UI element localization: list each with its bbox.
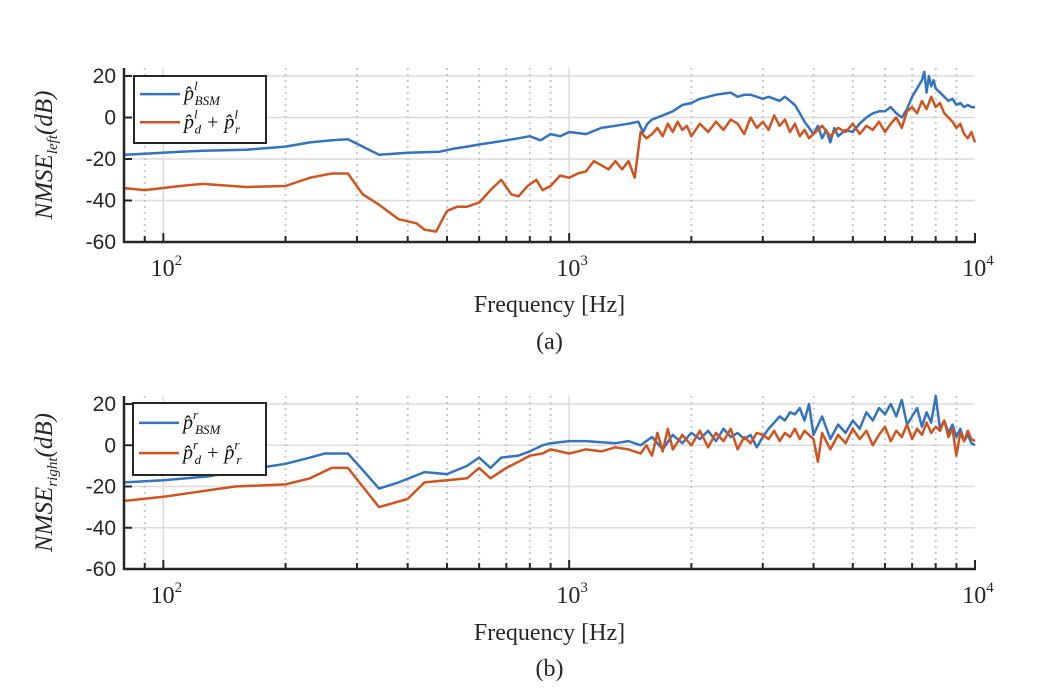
legend-sub: d <box>195 452 202 467</box>
ytick-labels-a: 20 0 -20 -40 -60 <box>86 65 116 254</box>
ylabel-main: NMSE <box>31 154 58 220</box>
xtick-label: 103 <box>556 253 588 282</box>
x-axis-label: Frequency [Hz] <box>474 292 625 318</box>
legend-entry-2: p̂l d + p̂l r <box>182 106 241 136</box>
legend-plus: + <box>207 442 218 464</box>
panel-b: 20 0 -20 -40 -60 102 103 104 Frequency [… <box>31 393 994 682</box>
legend-box <box>133 75 267 144</box>
panel-label: (a) <box>536 329 563 355</box>
xtick-label: 104 <box>962 253 994 282</box>
ylabel-unit: (dB) <box>31 413 58 457</box>
legend-sup: l <box>194 106 198 121</box>
xtick-label: 103 <box>556 580 588 609</box>
legend-entry-2: p̂r d + p̂r r <box>181 437 242 467</box>
legend-sup2: r <box>234 437 240 452</box>
series-line-direct-plus-reverb <box>123 95 977 233</box>
ytick-label: 20 <box>93 393 116 416</box>
legend-sub: BSM <box>195 93 221 108</box>
legend-sup: l <box>194 78 198 93</box>
y-axis-label: NMSEleft(dB) <box>31 91 61 221</box>
series-line-direct-plus-reverb <box>123 419 976 509</box>
xtick-base: 10 <box>556 256 580 282</box>
legend-main2: p̂ <box>222 111 234 133</box>
legend-b: p̂r BSM p̂r d + p̂r r <box>132 402 267 476</box>
ytick-label: -20 <box>86 476 116 499</box>
legend-sub: BSM <box>195 422 221 437</box>
legend-a: p̂l BSM p̂l d + p̂l r <box>133 75 267 144</box>
series-line-bsm <box>123 394 976 490</box>
legend-entry-1: p̂r BSM <box>181 407 222 437</box>
ytick-label: 20 <box>93 65 116 88</box>
legend-sup: r <box>193 437 199 452</box>
series-group-a <box>123 70 977 233</box>
xtick-base: 10 <box>151 256 175 282</box>
legend-entry-1: p̂l BSM <box>182 78 221 108</box>
xtick-label: 104 <box>962 580 994 609</box>
xtick-exp: 4 <box>986 253 994 269</box>
xtick-label: 102 <box>151 580 183 609</box>
ytick-label: -40 <box>86 190 116 213</box>
legend-sub2: r <box>236 452 242 467</box>
y-axis-label: NMSEright(dB) <box>31 413 61 553</box>
xtick-exp: 3 <box>580 253 588 269</box>
ytick-labels-b: 20 0 -20 -40 -60 <box>86 393 116 581</box>
axes-a <box>122 68 976 244</box>
xtick-base: 10 <box>556 583 580 609</box>
xtick-base: 10 <box>962 583 986 609</box>
ytick-label: -60 <box>86 231 116 254</box>
legend-plus: + <box>207 111 218 133</box>
xtick-labels-b: 102 103 104 <box>151 580 995 609</box>
xtick-base: 10 <box>151 583 175 609</box>
legend-sub2: r <box>235 121 241 136</box>
ylabel-subscript: right <box>45 457 61 487</box>
xtick-exp: 2 <box>175 580 183 596</box>
xtick-exp: 4 <box>986 580 994 596</box>
panel-a: 20 0 -20 -40 -60 102 103 104 Frequency [… <box>31 65 994 355</box>
ytick-label: -40 <box>86 517 116 540</box>
legend-box <box>132 402 267 476</box>
ylabel-main: NMSE <box>31 487 58 553</box>
ylabel-subscript: left <box>45 134 61 154</box>
legend-sub: d <box>195 121 202 136</box>
xtick-labels-a: 102 103 104 <box>151 253 995 282</box>
legend-main: p̂ <box>181 442 193 464</box>
legend-sup: r <box>193 407 199 422</box>
panel-label: (b) <box>536 656 564 682</box>
legend-main2: p̂ <box>222 442 234 464</box>
xtick-label: 102 <box>151 253 183 282</box>
ytick-label: 0 <box>104 434 116 457</box>
legend-main: p̂ <box>182 111 194 133</box>
ytick-label: -20 <box>86 148 116 171</box>
legend-sup2: l <box>234 106 238 121</box>
series-group-b <box>123 394 976 509</box>
legend-main: p̂ <box>181 412 193 434</box>
xtick-exp: 3 <box>580 580 588 596</box>
legend-main: p̂ <box>182 83 194 105</box>
axes-b <box>122 396 976 571</box>
series-line-bsm <box>123 70 975 157</box>
ytick-label: 0 <box>104 107 116 130</box>
ylabel-unit: (dB) <box>31 91 58 135</box>
xtick-exp: 2 <box>175 253 183 269</box>
x-axis-label: Frequency [Hz] <box>474 620 625 646</box>
xtick-base: 10 <box>962 256 986 282</box>
ytick-label: -60 <box>86 558 116 581</box>
